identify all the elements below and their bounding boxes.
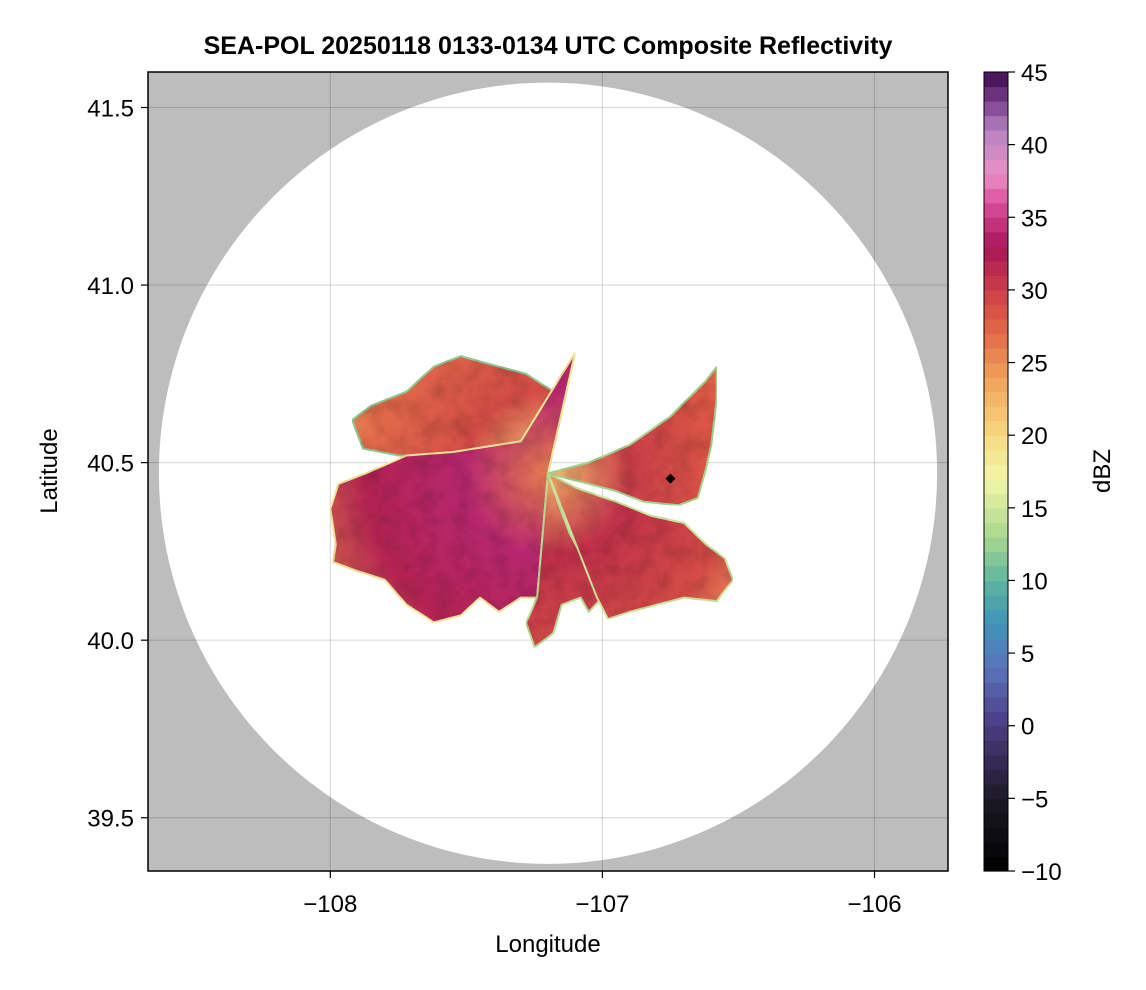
y-axis-label: Latitude bbox=[36, 428, 63, 513]
colorbar-band bbox=[984, 289, 1008, 306]
colorbar-tick-label: 5 bbox=[1021, 641, 1034, 668]
colorbar-band bbox=[984, 449, 1008, 465]
colorbar-band bbox=[984, 304, 1008, 320]
colorbar-band bbox=[984, 769, 1008, 785]
colorbar-tick-label: 30 bbox=[1021, 278, 1048, 305]
colorbar-band bbox=[984, 391, 1008, 407]
colorbar-band bbox=[984, 275, 1008, 291]
colorbar-band bbox=[984, 653, 1008, 669]
colorbar-band bbox=[984, 667, 1008, 683]
colorbar-tick-label: 0 bbox=[1021, 714, 1034, 741]
colorbar-band bbox=[984, 856, 1008, 872]
colorbar-band bbox=[984, 754, 1008, 770]
colorbar-tick-label: 20 bbox=[1021, 423, 1048, 450]
colorbar-tick-label: 40 bbox=[1021, 133, 1048, 160]
x-tick-label: −107 bbox=[575, 891, 629, 918]
colorbar-band bbox=[984, 522, 1008, 538]
colorbar-tick-label: −10 bbox=[1021, 859, 1062, 886]
colorbar-tick-label: −5 bbox=[1021, 786, 1048, 813]
colorbar-ticks: −10 −5 0 5 10 15 20 25 30 35 40 45 bbox=[1008, 60, 1062, 886]
plot-frame bbox=[147, 71, 949, 872]
colorbar-band bbox=[984, 696, 1008, 712]
colorbar-band bbox=[984, 406, 1008, 422]
colorbar-band bbox=[984, 638, 1008, 654]
colorbar-band bbox=[984, 159, 1008, 175]
x-axis-label: Longitude bbox=[495, 931, 600, 958]
colorbar-band bbox=[984, 173, 1008, 189]
colorbar-band bbox=[984, 812, 1008, 829]
colorbar-band bbox=[984, 624, 1008, 640]
colorbar-bands bbox=[984, 72, 1008, 872]
colorbar-band bbox=[984, 144, 1008, 160]
chart-title: SEA-POL 20250118 0133-0134 UTC Composite… bbox=[203, 32, 893, 60]
colorbar-tick-label: 15 bbox=[1021, 496, 1048, 523]
colorbar-band bbox=[984, 420, 1008, 436]
colorbar-band bbox=[984, 86, 1008, 102]
echo-region-west-sector bbox=[329, 351, 577, 624]
colorbar-band bbox=[984, 318, 1008, 335]
colorbar-band bbox=[984, 362, 1008, 378]
colorbar-band bbox=[984, 115, 1008, 131]
colorbar-band bbox=[984, 188, 1008, 204]
x-axis-ticks: −108 −107 −106 bbox=[303, 871, 902, 918]
colorbar-band bbox=[984, 841, 1008, 858]
colorbar-band bbox=[984, 798, 1008, 814]
echo-region-southeast-sector bbox=[547, 472, 734, 620]
y-axis-ticks: 39.5 40.0 40.5 41.0 41.5 bbox=[87, 96, 148, 833]
colorbar-tick-label: 25 bbox=[1021, 351, 1048, 378]
colorbar-band bbox=[984, 435, 1008, 451]
colorbar-band bbox=[984, 246, 1008, 262]
y-tick-label: 41.0 bbox=[87, 273, 134, 300]
x-tick-label: −108 bbox=[303, 891, 357, 918]
colorbar-band bbox=[984, 101, 1008, 117]
y-tick-label: 40.0 bbox=[87, 628, 134, 655]
colorbar-band bbox=[984, 580, 1008, 596]
colorbar-band bbox=[984, 783, 1008, 799]
colorbar-band bbox=[984, 493, 1008, 509]
colorbar-band bbox=[984, 740, 1008, 756]
echo-region-southwest-sector bbox=[525, 472, 604, 649]
colorbar-band bbox=[984, 711, 1008, 727]
colorbar-band bbox=[984, 231, 1008, 247]
y-tick-label: 41.5 bbox=[87, 96, 134, 123]
colorbar-band bbox=[984, 478, 1008, 494]
colorbar-band bbox=[984, 551, 1008, 567]
colorbar-band bbox=[984, 464, 1008, 480]
y-tick-label: 40.5 bbox=[87, 451, 134, 478]
colorbar-band bbox=[984, 725, 1008, 741]
reflectivity-echoes bbox=[329, 351, 734, 649]
colorbar-band bbox=[984, 594, 1008, 611]
colorbar-band bbox=[984, 682, 1008, 698]
x-tick-label: −106 bbox=[847, 891, 901, 918]
y-tick-label: 39.5 bbox=[87, 806, 134, 833]
colorbar-band bbox=[984, 536, 1008, 552]
colorbar-band bbox=[984, 333, 1008, 349]
colorbar-band bbox=[984, 130, 1008, 146]
colorbar-band bbox=[984, 609, 1008, 625]
colorbar-band bbox=[984, 827, 1008, 843]
site-marker bbox=[665, 473, 676, 484]
colorbar-band bbox=[984, 217, 1008, 233]
colorbar-tick-label: 35 bbox=[1021, 205, 1048, 232]
colorbar-band bbox=[984, 202, 1008, 218]
colorbar-label: dBZ bbox=[1089, 449, 1116, 493]
colorbar-band bbox=[984, 72, 1008, 88]
colorbar-tick-label: 45 bbox=[1021, 60, 1048, 87]
colorbar-band bbox=[984, 565, 1008, 582]
colorbar-band bbox=[984, 507, 1008, 523]
colorbar-band bbox=[984, 377, 1008, 393]
echo-region-east-sector bbox=[547, 365, 718, 507]
colorbar-band bbox=[984, 260, 1008, 276]
colorbar-band bbox=[984, 348, 1008, 364]
colorbar-frame bbox=[983, 71, 1009, 872]
site-marker-layer bbox=[665, 473, 676, 484]
colorbar-tick-label: 10 bbox=[1021, 568, 1048, 595]
